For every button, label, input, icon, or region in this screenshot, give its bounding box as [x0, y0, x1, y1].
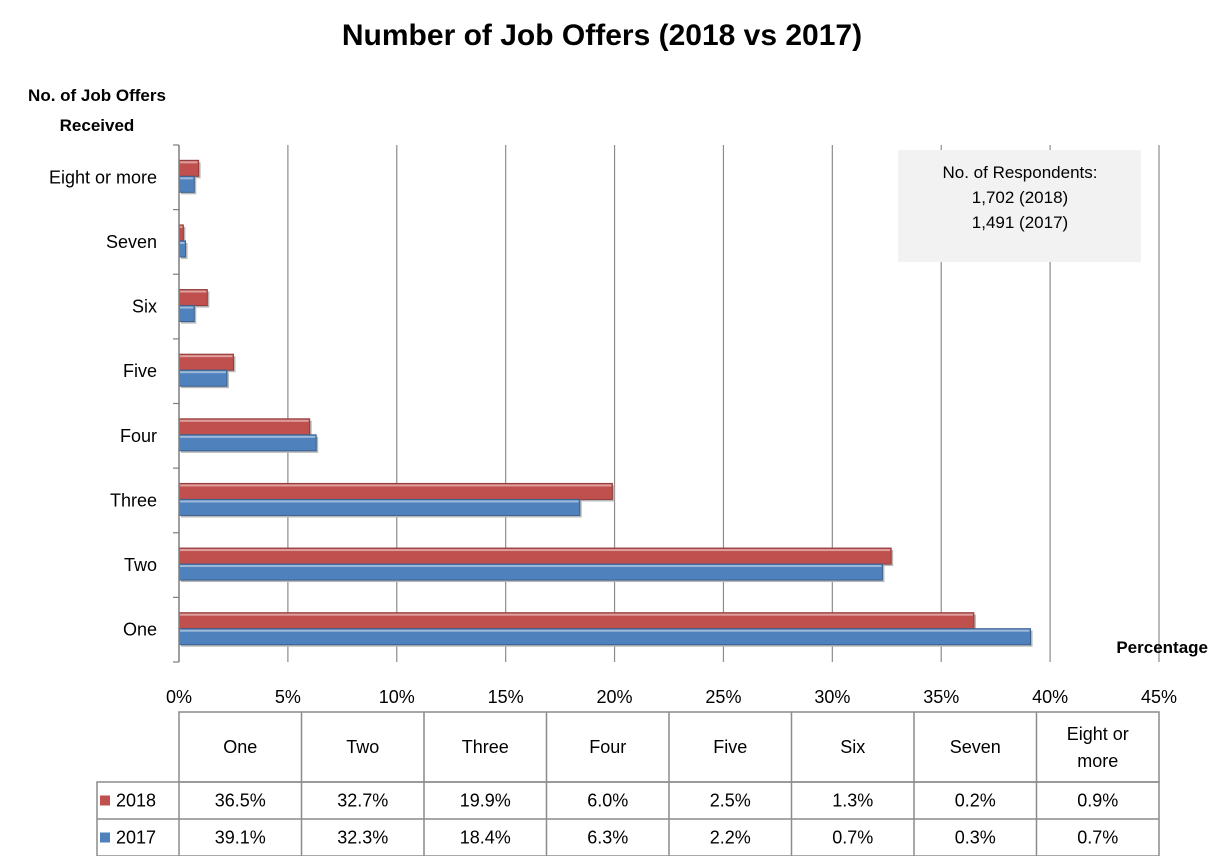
category-label: Five	[123, 361, 157, 381]
bar	[178, 628, 1033, 647]
data-table: One Two Three Four Five Six Seven Eight or more 2…	[96, 711, 1160, 856]
bar-highlight	[180, 355, 233, 358]
table-value-cell: 39.1%	[215, 828, 266, 848]
category-label: Six	[132, 297, 157, 317]
legend-swatch	[100, 795, 110, 806]
x-tick-label: 25%	[705, 687, 741, 707]
y-axis-label-line: Received	[60, 116, 135, 135]
category-label: Four	[120, 426, 157, 446]
y-axis-label: No. of Job Offers Received	[28, 86, 166, 135]
bar-highlight	[180, 565, 882, 568]
bar-highlight	[180, 306, 194, 309]
table-value-cell: 32.7%	[337, 791, 388, 811]
table-value-cell: 32.3%	[337, 828, 388, 848]
bar	[178, 434, 319, 453]
table-header-cell: Six	[840, 737, 865, 757]
bar-highlight	[180, 225, 183, 228]
table-value-cell: 2.2%	[710, 828, 751, 848]
x-tick-label: 45%	[1141, 687, 1177, 707]
bar	[178, 224, 186, 243]
bar-highlight	[180, 435, 316, 438]
bar	[178, 563, 885, 583]
table-header-cell: Seven	[950, 737, 1001, 757]
bar-highlight	[180, 629, 1030, 632]
bar	[178, 240, 188, 259]
table-header-cell: Four	[589, 737, 626, 757]
bar-highlight	[180, 419, 309, 422]
table-value-cell: 18.4%	[460, 828, 511, 848]
table-header-cell: more	[1077, 751, 1118, 771]
legend-label: 2017	[116, 828, 156, 848]
x-tick-label: 40%	[1032, 687, 1068, 707]
legend-label: 2018	[116, 791, 156, 811]
respondents-box	[898, 150, 1141, 262]
bar-highlight	[180, 161, 198, 164]
bar	[178, 369, 229, 389]
bar-highlight	[180, 290, 207, 293]
bar	[178, 498, 582, 518]
x-tick-labels: 0% 5% 10% 15% 20% 25% 30% 35% 40% 45%	[166, 687, 1177, 707]
bar-highlight	[180, 613, 973, 616]
bar-highlight	[180, 549, 891, 552]
table-value-cell: 6.3%	[587, 828, 628, 848]
x-tick-label: 15%	[488, 687, 524, 707]
table-header-cell: Five	[713, 737, 747, 757]
bar-highlight	[180, 177, 194, 180]
bar-highlight	[180, 371, 226, 374]
bar	[178, 289, 210, 308]
category-labels: One Two Three Four Five Six Seven Eight or more	[49, 167, 157, 639]
table-header-cell: Three	[462, 737, 509, 757]
bar	[178, 482, 615, 502]
table-value-cell: 19.9%	[460, 791, 511, 811]
x-tick-label: 20%	[597, 687, 633, 707]
table-value-cell: 1.3%	[832, 791, 873, 811]
category-label: Seven	[106, 232, 157, 252]
respondents-line: No. of Respondents:	[943, 163, 1098, 182]
bar-highlight	[180, 241, 185, 244]
y-axis-label-line: No. of Job Offers	[28, 86, 166, 105]
bar	[178, 353, 236, 373]
x-tick-label: 10%	[379, 687, 415, 707]
table-value-cell: 36.5%	[215, 791, 266, 811]
bar	[178, 305, 197, 324]
bar	[178, 612, 976, 631]
table-value-cell: 0.3%	[955, 828, 996, 848]
bar	[178, 547, 894, 567]
category-label: Three	[110, 490, 157, 510]
table-header-cell: Two	[346, 737, 379, 757]
table-value-cell: 0.2%	[955, 791, 996, 811]
bar	[178, 159, 201, 179]
table-header-cell: Eight or	[1067, 724, 1129, 744]
x-tick-label: 30%	[814, 687, 850, 707]
x-tick-label: 5%	[275, 687, 301, 707]
chart-title: Number of Job Offers (2018 vs 2017)	[342, 19, 862, 52]
table-value-cell: 0.7%	[832, 828, 873, 848]
respondents-line: 1,702 (2018)	[972, 188, 1068, 207]
category-label: Two	[124, 555, 157, 575]
category-label: Eight or more	[49, 167, 157, 187]
table-value-cell: 0.9%	[1077, 791, 1118, 811]
x-tick-label: 0%	[166, 687, 192, 707]
legend-swatch	[100, 832, 110, 843]
bar-highlight	[180, 500, 579, 503]
category-label: One	[123, 620, 157, 640]
x-tick-label: 35%	[923, 687, 959, 707]
bars	[178, 159, 1033, 647]
x-axis-label: Percentage	[1116, 638, 1208, 657]
table-value-cell: 0.7%	[1077, 828, 1118, 848]
table-header-cell: One	[223, 737, 257, 757]
bar-highlight	[180, 484, 612, 487]
respondents-annotation: No. of Respondents: 1,702 (2018) 1,491 (20…	[943, 163, 1098, 232]
table-value-cell: 6.0%	[587, 791, 628, 811]
respondents-line: 1,491 (2017)	[972, 213, 1068, 232]
table-value-cell: 2.5%	[710, 791, 751, 811]
axes	[173, 144, 180, 663]
bar	[178, 418, 312, 437]
bar	[178, 175, 197, 195]
